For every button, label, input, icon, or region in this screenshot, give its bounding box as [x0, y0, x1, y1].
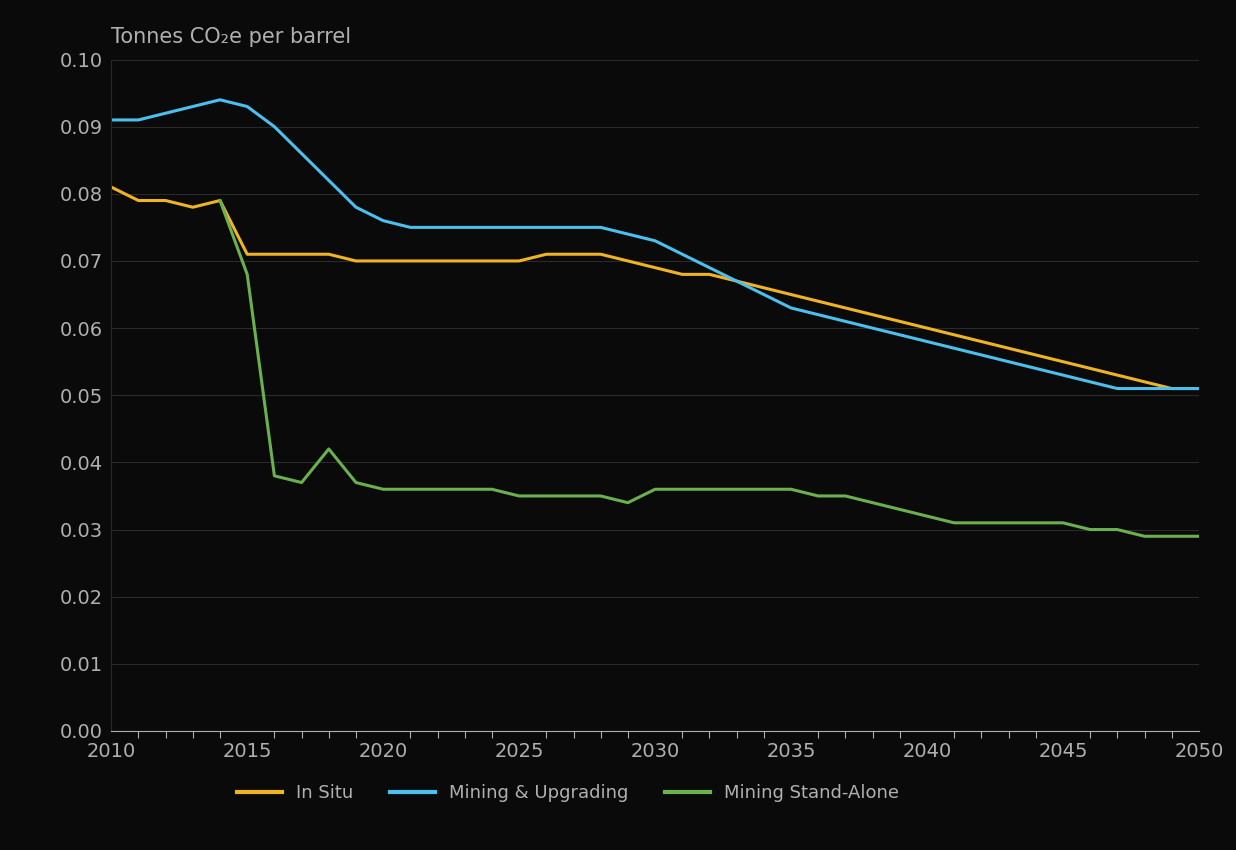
Legend: In Situ, Mining & Upgrading, Mining Stand-Alone: In Situ, Mining & Upgrading, Mining Stan… [230, 777, 906, 809]
Text: Tonnes CO₂e per barrel: Tonnes CO₂e per barrel [111, 27, 351, 47]
